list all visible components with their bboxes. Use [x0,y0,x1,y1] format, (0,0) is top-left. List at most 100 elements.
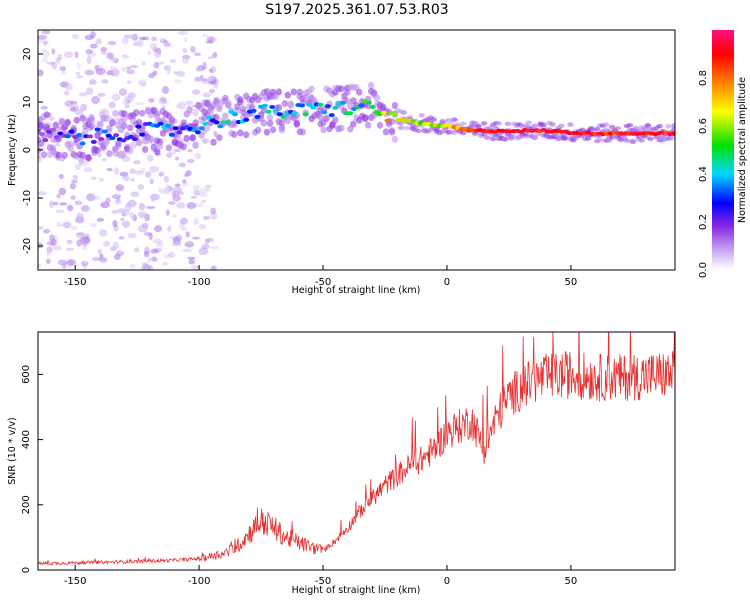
noise-blob [117,208,127,213]
ridge-cell [38,128,41,133]
ridge-halo [231,131,238,138]
noise-blob [122,220,130,228]
ridge-halo [629,138,637,144]
noise-blob [168,251,176,258]
noise-blob [165,209,170,216]
ridge-halo [97,120,104,128]
noise-blob [192,188,197,197]
y-tick-label: 600 [21,365,32,384]
noise-blob [46,246,53,253]
ridge-halo [88,114,95,121]
figure-title: S197.2025.361.07.53.R03 [265,2,448,18]
noise-blob [94,64,99,71]
ridge-halo [382,128,390,136]
snr-frame [37,331,676,571]
ridge-cell [332,105,339,110]
noise-blob [103,240,110,247]
noise-blob [125,96,134,103]
colorbar-tick-label: 0.0 [698,262,709,278]
ridge-cell [49,127,56,132]
noise-blob [166,68,172,76]
noise-blob [80,103,88,112]
noise-blob [120,218,125,221]
noise-blob [41,48,47,52]
noise-blob [207,56,214,60]
ridge-halo [522,132,529,137]
ridge-halo [344,88,351,96]
ridge-halo [412,124,419,129]
ridge-cell [358,103,365,108]
noise-blob [129,168,136,175]
ridge-halo [213,96,220,104]
noise-blob [66,239,73,245]
ridge-cell [380,110,387,115]
ridge-halo [376,121,384,129]
noise-blob [159,96,167,103]
ridge-halo [638,138,645,143]
ridge-halo [623,138,631,143]
ridge-cell [38,131,45,136]
noise-blob [84,69,95,76]
noise-blob [150,36,158,42]
noise-blob [207,80,217,85]
ridge-halo [183,134,190,142]
noise-blob [113,167,120,175]
noise-blob [86,56,92,65]
noise-blob [137,225,148,233]
noise-blob [113,200,123,205]
noise-blob [86,87,94,95]
noise-blob [186,158,195,164]
noise-blob [202,61,207,70]
snr-panel: -150 -100 -50 0 50 0 200 400 600 Height of stra… [7,331,676,596]
noise-blob [205,186,211,193]
ridge-cell [105,133,112,138]
noise-blob [146,206,156,209]
noise-blob [187,256,196,260]
noise-blob [182,47,188,54]
noise-blob [190,45,196,53]
noise-blob [131,33,139,41]
noise-blob [124,202,132,211]
ridge-halo [275,104,283,112]
ridge-halo [332,116,339,124]
noise-blob [49,200,54,208]
noise-blob [118,88,128,96]
ridge-halo [671,123,675,128]
noise-blob [158,187,167,194]
ridge-halo [504,121,512,127]
ridge-cell [109,136,116,141]
noise-blob [165,152,173,158]
noise-blob [186,202,197,209]
ridge-halo [475,124,482,129]
ridge-cell [42,138,49,143]
noise-blob [122,98,127,106]
noise-blob [74,163,81,171]
ridge-halo [281,100,289,107]
noise-blob [126,66,131,70]
ridge-halo [127,147,134,155]
noise-blob [184,141,192,146]
colorbar-tick-label: 0.6 [698,118,709,134]
noise-blob [88,79,97,85]
noise-blob [105,197,111,204]
x-tick-label: -100 [188,576,211,587]
noise-blob [40,105,48,110]
noise-blob [38,226,44,230]
ridge-halo [109,118,116,126]
ridge-halo [531,123,538,128]
ridge-halo [61,151,68,159]
noise-blob [126,69,135,75]
noise-blob [76,75,84,79]
noise-blob [144,231,153,237]
ridge-cell [280,115,287,119]
noise-blob [175,104,183,109]
ridge-halo [472,131,479,136]
ridge-halo [38,139,45,147]
ridge-cell [369,104,376,109]
ridge-halo [320,126,327,134]
noise-blob [58,187,67,196]
ridge-halo [254,126,262,134]
noise-blob [172,194,181,202]
ridge-halo [388,128,396,136]
ridge-halo [400,110,407,115]
